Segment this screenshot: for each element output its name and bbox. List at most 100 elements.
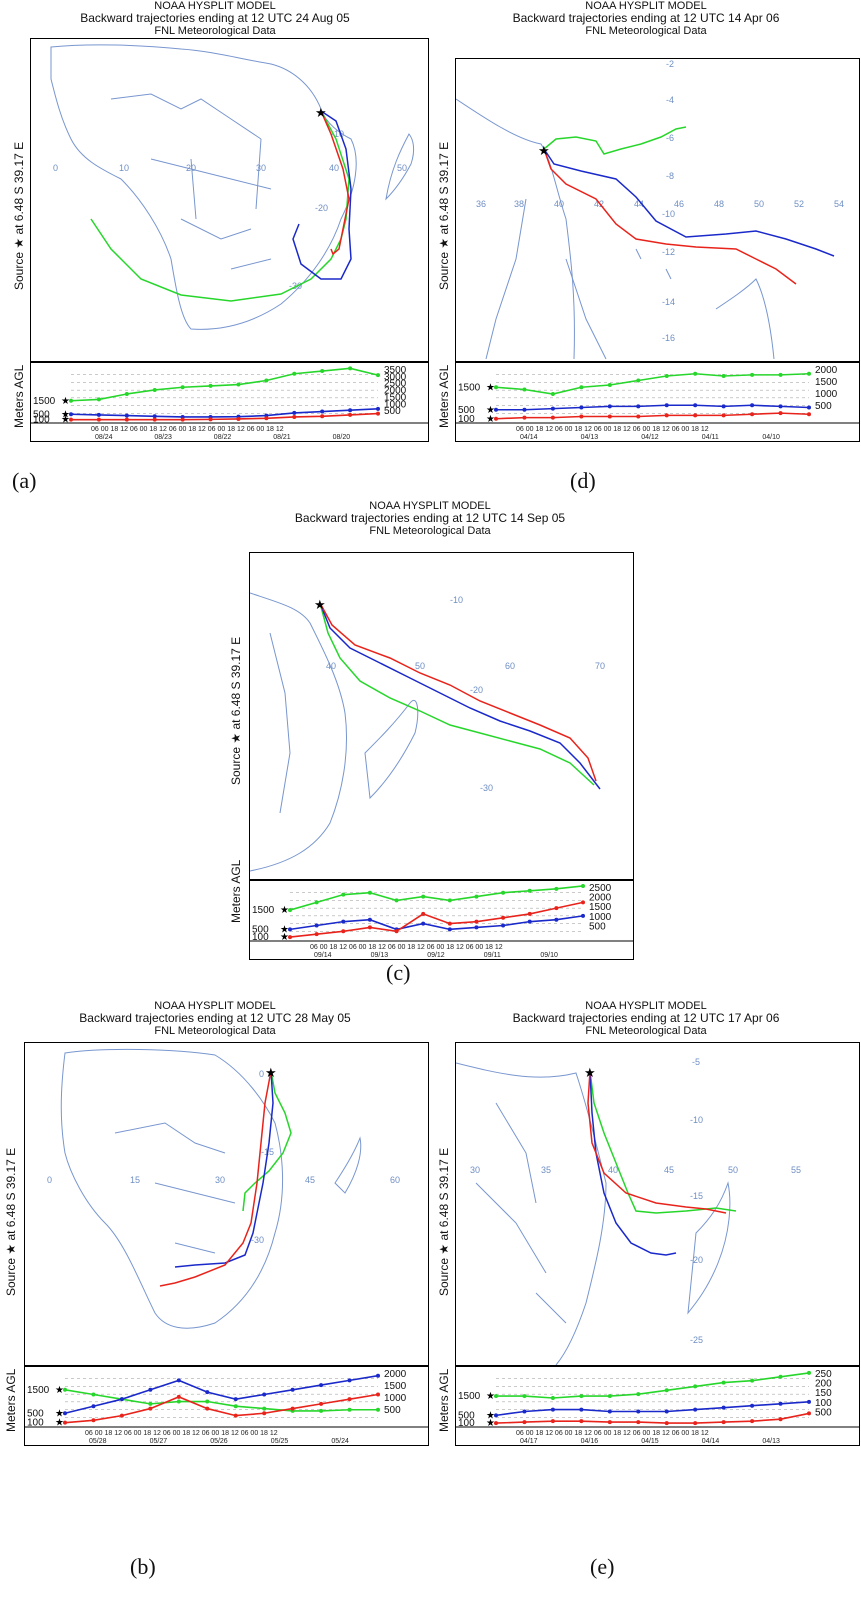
red-altitude-point [91,1418,96,1423]
met-data-label: FNL Meteorological Data [585,25,707,37]
blue-trajectory [319,602,601,790]
blue-altitude-point [693,403,698,408]
green-altitude-point [208,383,213,388]
red-altitude-point [522,415,527,420]
green-altitude-point [347,1407,352,1412]
coastline [456,98,775,360]
date-label: 08/21 [273,434,291,441]
red-altitude-point [394,929,399,934]
model-title: NOAA HYSPLIT MODEL [369,500,491,512]
coastline [50,44,415,330]
green-altitude-point [288,908,292,913]
blue-altitude-line [70,408,379,418]
lon-label: 50 [397,163,407,173]
red-altitude-point [314,932,319,937]
panel-b: NOAA HYSPLIT MODEL Backward trajectories… [0,1000,430,1500]
lon-label: 20 [186,163,196,173]
map-svg: 0 10 20 30 40 50 -10 -20 -30 ★ [50,44,415,330]
model-title: NOAA HYSPLIT MODEL [585,1000,707,1012]
green-altitude-line [70,367,379,402]
blue-altitude-point [636,1409,641,1414]
lon-labels: 30 35 40 45 50 55 [470,1165,801,1175]
green-altitude-point [607,383,612,387]
date-label: 04/12 [641,434,659,441]
model-title: NOAA HYSPLIT MODEL [154,0,276,12]
caption-d: (d) [570,468,596,493]
lat-label: -10 [690,1115,703,1125]
altitude-tick-label: 1000 [589,912,612,923]
red-altitude-point [807,1411,811,1416]
green-altitude-point [522,387,527,392]
red-altitude-point [176,1394,181,1399]
red-altitude-point [494,416,498,421]
green-altitude-point [474,894,479,899]
red-altitude-point [607,414,612,419]
time-hours-label: 06 00 18 12 06 00 18 12 06 00 18 12 06 0… [85,1430,278,1437]
panel-d-header: NOAA HYSPLIT MODEL Backward trajectories… [431,0,861,37]
green-trajectory [543,126,687,155]
blue-altitude-point [320,409,325,414]
red-altitude-point [319,1401,324,1406]
green-trajectory [319,602,595,786]
blue-altitude-point [494,1413,498,1418]
lon-labels: 0 15 30 45 60 [47,1175,400,1185]
blue-altitude-point [750,403,755,408]
altitude-left-label: 100 [33,415,50,426]
blue-altitude-point [233,1397,238,1402]
date-label: 04/11 [702,434,719,441]
trajectory-title: Backward trajectories ending at 12 UTC 1… [294,511,566,525]
coastline [250,592,419,872]
blue-altitude-point [347,1378,352,1383]
red-altitude-point [550,415,555,420]
lon-label: 30 [215,1175,225,1185]
lon-label: 70 [595,661,605,671]
blue-trajectory [174,1070,274,1268]
date-label: 04/14 [520,434,538,441]
altitude-plot: 250 200 150 100 500 1500 ★ 500 ★ 100 ★ 06 00 18 12 … [455,1366,860,1446]
green-altitude-point [636,378,641,383]
altitude-tick-label: 2000 [384,1369,407,1380]
altitude-left-label: 500 [458,1410,475,1421]
green-altitude-point [778,1374,783,1379]
green-altitude-point [447,898,452,903]
blue-altitude-point [664,403,669,408]
lat-label: -16 [662,333,675,343]
source-star-icon: ★ [280,905,289,916]
green-altitude-point [607,1394,612,1399]
blue-altitude-point [750,1403,755,1408]
lon-label: 45 [305,1175,315,1185]
red-altitude-line [71,412,379,421]
green-altitude-point [152,387,157,392]
red-altitude-point [292,414,297,419]
blue-trajectory [589,1070,677,1256]
lon-label: 60 [505,661,515,671]
red-altitude-point [693,413,698,418]
green-altitude-point [205,1399,210,1404]
blue-altitude-point [152,414,157,419]
blue-altitude-point [124,413,129,418]
red-altitude-point [550,1419,555,1424]
lat-label: -12 [662,247,675,257]
time-hours-label: 06 00 18 12 06 00 18 12 06 00 18 12 06 0… [516,1430,709,1437]
altitude-tick-label: 2000 [815,365,838,376]
date-label: 09/12 [427,952,445,959]
lat-labels: -10 -20 -30 [450,595,493,793]
green-altitude-point [527,888,532,893]
date-label: 09/10 [540,952,558,959]
red-altitude-point [264,416,269,421]
red-altitude-point [180,417,185,422]
lon-label: 10 [119,163,129,173]
red-altitude-point [778,411,783,416]
altitude-tick-label: 500 [815,401,832,412]
green-altitude-point [664,1388,669,1393]
altitude-tick-label: 250 [815,1369,832,1380]
coastline [60,1048,362,1329]
lat-labels: 0 -15 -30 [251,1069,274,1245]
green-altitude-point [579,385,584,390]
red-trajectory [159,1070,272,1287]
blue-altitude-point [607,404,612,409]
lat-labels: -5 -10 -15 -20 -25 [690,1057,703,1345]
source-star-icon: ★ [584,1065,596,1080]
map-svg: 36 38 40 42 44 46 48 50 52 54 -2 -4 -6 -… [456,59,844,360]
